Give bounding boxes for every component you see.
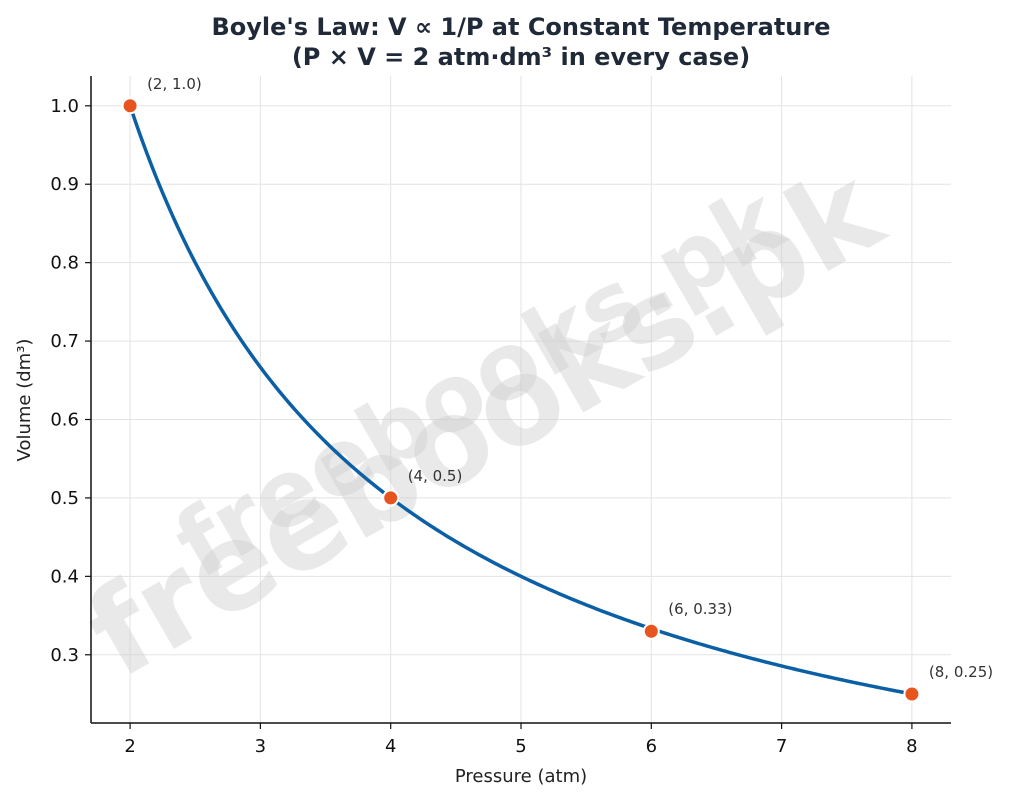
watermark-text-small: freebooks.pk [158,165,802,599]
data-point [903,685,921,703]
boyle-curve [128,104,914,696]
chart-title: Boyle's Law: V ∝ 1/P at Constant Tempera… [211,13,830,41]
x-tick-label: 3 [255,736,266,757]
data-point-label: (6, 0.33) [668,600,732,618]
data-point [382,489,400,507]
y-tick-label: 0.8 [50,253,79,274]
curve-group [128,104,914,696]
chart-subtitle: (P × V = 2 atm·dm³ in every case) [292,43,750,71]
data-point [121,97,139,115]
data-point-label: (2, 1.0) [147,75,202,93]
x-tick-label: 5 [515,736,526,757]
y-tick-label: 0.3 [50,645,79,666]
y-tick-label: 0.4 [50,566,79,587]
data-point-label: (4, 0.5) [408,467,463,485]
ticks: 2 3 4 5 6 7 8 0.3 0.4 0.5 0.6 0.7 0.8 0.9 1.0 [50,96,917,757]
x-axis-label: Pressure (atm) [455,766,587,787]
x-tick-label: 4 [385,736,396,757]
x-tick-label: 6 [646,736,657,757]
watermark: freebooks.pk freebooks.pk [65,139,906,705]
grid-lines [91,76,951,723]
data-points: (2, 1.0) (4, 0.5) (6, 0.33) (8, 0.25) [121,75,993,703]
y-tick-label: 0.9 [50,174,79,195]
y-axis-label: Volume (dm³) [14,339,35,462]
y-tick-label: 0.7 [50,331,79,352]
data-point [642,622,660,640]
y-tick-label: 0.6 [50,409,79,430]
x-tick-label: 8 [906,736,917,757]
data-point-label: (8, 0.25) [929,663,993,681]
x-tick-label: 2 [124,736,135,757]
y-tick-label: 0.5 [50,488,79,509]
y-tick-label: 1.0 [50,96,79,117]
x-tick-label: 7 [776,736,787,757]
